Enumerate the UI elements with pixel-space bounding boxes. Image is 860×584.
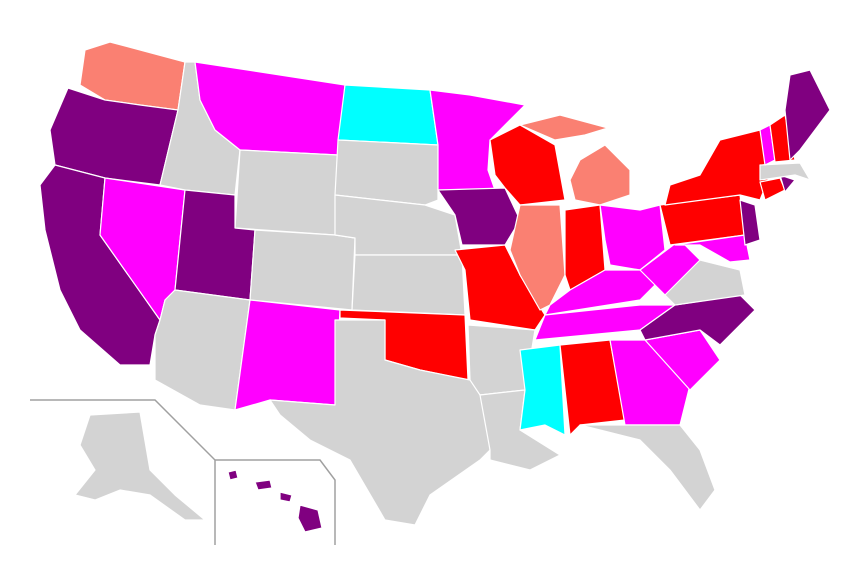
- state: [351, 254, 466, 316]
- state: [639, 239, 701, 296]
- state: [489, 124, 566, 206]
- state: [509, 204, 566, 311]
- state: [234, 299, 341, 411]
- state: [297, 504, 323, 533]
- state: [454, 244, 546, 331]
- state: [74, 411, 206, 521]
- state: [234, 149, 339, 236]
- state: [664, 129, 771, 206]
- state: [779, 174, 796, 193]
- state: [334, 139, 439, 206]
- inset-border: [215, 459, 336, 545]
- state: [609, 339, 691, 426]
- state: [559, 339, 626, 436]
- state: [739, 199, 761, 246]
- state: [337, 84, 439, 146]
- state: [519, 344, 566, 436]
- state: [519, 114, 609, 141]
- state: [784, 69, 831, 161]
- state: [579, 424, 716, 511]
- state: [674, 234, 751, 263]
- state: [154, 289, 251, 411]
- state: [254, 479, 273, 491]
- state: [759, 162, 811, 181]
- state: [227, 469, 239, 481]
- inset-border: [30, 399, 216, 545]
- state: [569, 144, 631, 206]
- state: [429, 89, 526, 191]
- state: [269, 319, 491, 526]
- state: [279, 491, 293, 503]
- state: [249, 229, 356, 311]
